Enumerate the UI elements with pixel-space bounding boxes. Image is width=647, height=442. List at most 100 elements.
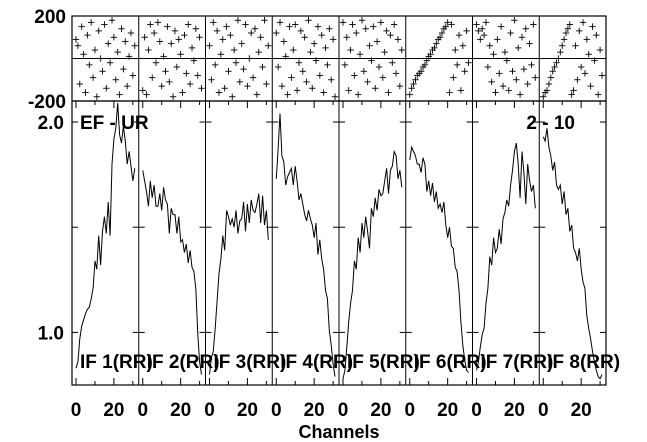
- phase-point: [240, 65, 247, 73]
- phase-point: [210, 19, 217, 26]
- phase-point: [208, 76, 215, 83]
- phase-point: [509, 68, 516, 75]
- phase-point: [303, 78, 310, 86]
- phase-point: [589, 23, 596, 30]
- phase-point: [564, 25, 572, 32]
- phase-point: [351, 72, 358, 79]
- phase-point: [288, 74, 295, 81]
- phase-point: [112, 76, 119, 83]
- phase-point: [339, 19, 347, 26]
- phase-point: [362, 25, 369, 32]
- x-tick-label: 0: [271, 400, 282, 421]
- phase-point: [450, 74, 457, 81]
- phase-point: [368, 57, 375, 64]
- phase-point: [316, 72, 324, 79]
- phase-point: [410, 80, 417, 88]
- baseline-label: EF - UR: [80, 113, 149, 134]
- phase-point: [192, 25, 200, 32]
- phase-point: [452, 46, 459, 54]
- phase-point: [387, 31, 394, 39]
- phase-point: [105, 40, 112, 47]
- phase-point: [299, 68, 306, 75]
- amplitude-series-line: [75, 103, 136, 369]
- phase-point: [396, 82, 404, 90]
- x-tick-label: 20: [170, 400, 191, 421]
- amplitude-series-line: [342, 149, 403, 379]
- phase-point: [394, 36, 402, 43]
- phase-point: [477, 36, 484, 43]
- phase-point: [110, 34, 118, 41]
- phase-point: [494, 36, 501, 43]
- phase-point: [516, 91, 524, 98]
- panel-label: IF 1(RR): [80, 352, 153, 373]
- phase-point: [543, 87, 551, 94]
- phase-point: [427, 51, 434, 58]
- phase-point: [261, 17, 268, 24]
- phase-point: [545, 80, 553, 88]
- phase-point: [206, 42, 213, 49]
- phase-point: [309, 85, 316, 92]
- phase-point: [385, 89, 392, 96]
- phase-point: [274, 63, 282, 71]
- phase-point: [497, 23, 505, 30]
- phase-point: [223, 23, 230, 30]
- phase-point: [259, 63, 266, 71]
- phase-point: [122, 38, 129, 45]
- phase-point: [156, 38, 164, 45]
- phase-point: [196, 34, 203, 41]
- x-tick-label: 0: [204, 400, 215, 421]
- phase-point: [106, 59, 114, 66]
- phase-point: [87, 19, 95, 26]
- phase-point: [364, 78, 371, 86]
- phase-point: [446, 89, 453, 96]
- phase-point: [598, 72, 606, 79]
- phase-point: [528, 61, 535, 69]
- phase-point: [293, 87, 301, 94]
- phase-point: [72, 36, 80, 43]
- phase-point: [280, 38, 288, 45]
- x-tick-label: 0: [338, 400, 349, 421]
- phase-point: [232, 59, 240, 66]
- phase-point: [457, 87, 465, 94]
- phase-point: [431, 44, 438, 52]
- phase-point: [328, 76, 335, 83]
- phase-point: [188, 44, 196, 52]
- phase-point: [433, 40, 440, 47]
- amplitude-tick-label: 2.0: [38, 113, 64, 134]
- x-tick-label: 0: [538, 400, 549, 421]
- phase-point: [370, 23, 377, 30]
- phase-point: [484, 63, 492, 71]
- x-tick-label: 20: [304, 400, 325, 421]
- phase-point: [253, 91, 261, 98]
- phase-point: [217, 51, 225, 58]
- phase-point: [143, 91, 150, 98]
- phase-point: [149, 74, 156, 81]
- phase-point: [82, 89, 89, 96]
- phase-point: [390, 21, 398, 28]
- phase-point: [103, 85, 110, 92]
- phase-point: [295, 59, 303, 66]
- phase-point: [164, 23, 171, 30]
- phase-point: [129, 72, 137, 79]
- panel-label: IF 4(RR): [280, 352, 353, 373]
- phase-point: [125, 53, 133, 60]
- phase-point: [486, 42, 493, 49]
- phase-point: [436, 34, 444, 41]
- x-tick-label: 20: [437, 400, 458, 421]
- amplitude-tick-label: 1.0: [38, 323, 64, 344]
- phase-point: [392, 70, 400, 77]
- phase-point: [593, 31, 600, 39]
- x-tick-label: 20: [504, 400, 525, 421]
- phase-point: [475, 27, 482, 35]
- phase-point: [423, 57, 431, 64]
- phase-point: [343, 34, 350, 41]
- phase-point: [547, 74, 555, 81]
- phase-point: [389, 59, 396, 66]
- phase-point: [383, 27, 390, 35]
- phase-point: [461, 68, 468, 75]
- phase-point: [570, 87, 577, 94]
- phase-point: [505, 87, 512, 94]
- phase-point: [227, 31, 234, 39]
- phase-point: [198, 85, 205, 92]
- x-tick-label: 20: [571, 400, 592, 421]
